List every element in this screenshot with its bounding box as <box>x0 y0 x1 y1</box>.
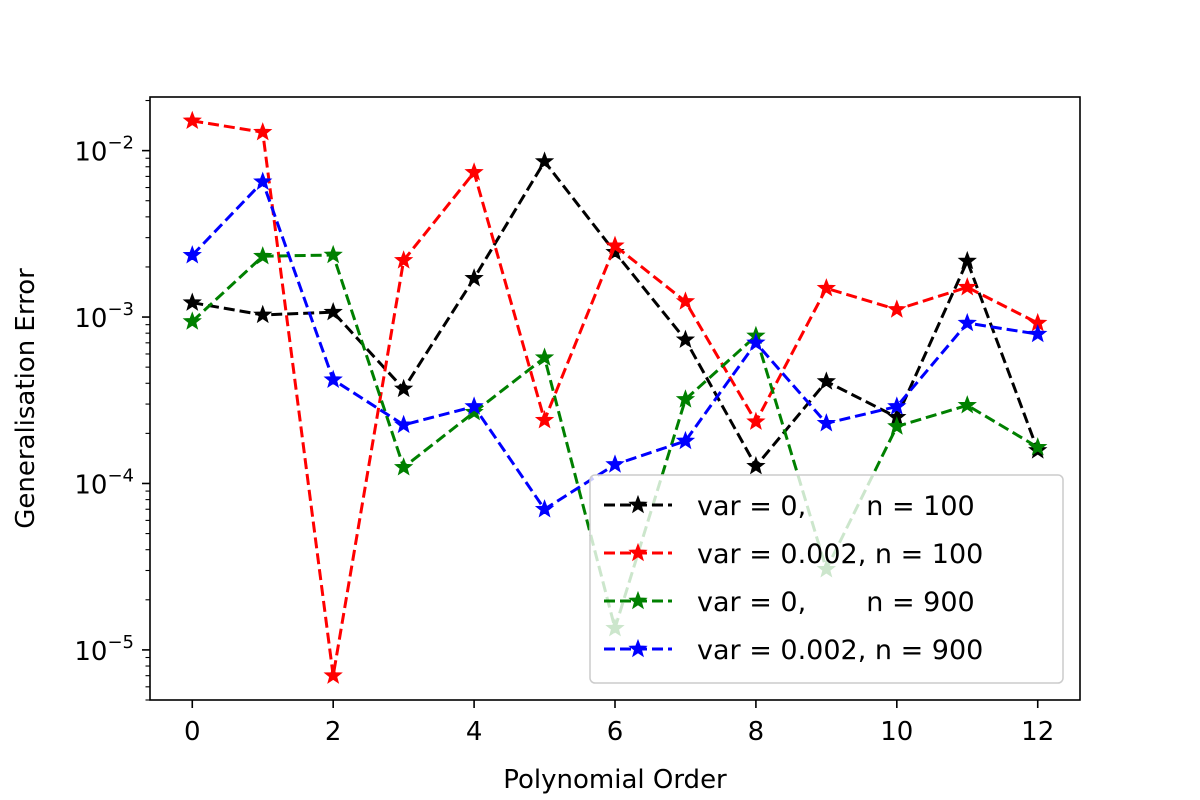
data-point-star <box>182 292 202 311</box>
data-point-star <box>182 245 202 264</box>
data-point-star <box>887 396 907 415</box>
data-point-star <box>323 665 343 684</box>
legend-entry-label: var = 0, n = 900 <box>697 587 975 618</box>
x-tick-label: 0 <box>184 717 201 747</box>
x-tick-label: 6 <box>607 717 624 747</box>
data-point-star <box>393 457 414 476</box>
data-point-star <box>534 151 555 170</box>
y-tick-exponent: −5 <box>107 632 134 653</box>
data-point-star <box>534 499 555 518</box>
y-tick-base: 10 <box>74 138 107 168</box>
plot-area-frame <box>149 96 1081 701</box>
y-tick-label: 10−4 <box>74 465 134 500</box>
data-point-star <box>957 250 977 270</box>
data-point-star <box>323 369 343 388</box>
legend-entry-label: var = 0, n = 100 <box>697 491 975 522</box>
data-point-star <box>887 299 907 318</box>
data-point-star <box>675 329 696 349</box>
data-point-star <box>253 304 273 324</box>
data-point-star <box>182 110 202 130</box>
legend-marker-star <box>628 638 648 658</box>
data-point-star <box>816 413 837 432</box>
data-point-star <box>675 430 696 450</box>
data-point-star <box>393 250 414 269</box>
y-tick-label: 10−5 <box>74 632 134 667</box>
data-point-star <box>746 332 766 352</box>
data-point-star <box>957 395 977 414</box>
data-point-star <box>464 162 484 181</box>
data-point-star <box>534 347 555 366</box>
data-point-star <box>675 389 696 408</box>
data-point-star <box>1028 323 1048 343</box>
legend: var = 0, n = 100 var = 0.002, n = 100 var … <box>589 474 1064 684</box>
y-tick-exponent: −2 <box>107 133 134 154</box>
x-axis-label: Polynomial Order <box>503 765 727 795</box>
legend-marker-star <box>628 494 648 514</box>
x-tick-label: 12 <box>1021 717 1054 747</box>
y-tick-exponent: −3 <box>107 299 134 320</box>
data-point-star <box>675 291 696 310</box>
data-point-star <box>1028 437 1048 456</box>
x-tick-label: 10 <box>880 717 913 747</box>
data-point-star <box>746 456 766 475</box>
legend-marker-star <box>628 542 648 562</box>
y-tick-exponent: −4 <box>107 465 134 486</box>
data-point-star <box>605 235 625 255</box>
data-point-star <box>746 411 766 430</box>
data-point-star <box>816 278 837 297</box>
legend-marker-star <box>628 590 648 610</box>
data-point-star <box>816 371 837 390</box>
data-point-star <box>957 312 977 332</box>
data-point-star <box>605 454 625 473</box>
y-tick-base: 10 <box>74 470 107 500</box>
legend-entry-label: var = 0.002, n = 900 <box>697 635 983 666</box>
data-point-star <box>464 402 484 421</box>
data-point-star <box>464 268 484 287</box>
y-axis-label: Generalisation Error <box>11 268 41 529</box>
x-tick-label: 4 <box>466 717 483 747</box>
y-tick-base: 10 <box>74 637 107 667</box>
data-point-star <box>887 416 907 435</box>
data-point-star <box>323 244 343 264</box>
data-point-star <box>253 171 273 190</box>
legend-entry-label: var = 0.002, n = 100 <box>697 539 983 570</box>
data-point-star <box>182 311 202 330</box>
data-point-star <box>957 277 977 296</box>
x-tick-label: 2 <box>325 717 342 747</box>
y-tick-label: 10−2 <box>74 133 134 168</box>
y-tick-label: 10−3 <box>74 299 134 334</box>
y-tick-base: 10 <box>74 304 107 334</box>
data-point-star <box>393 414 414 434</box>
data-point-star <box>534 410 555 429</box>
data-point-star <box>253 246 273 265</box>
data-point-star <box>323 302 343 321</box>
data-point-star <box>464 396 484 415</box>
data-point-star <box>253 122 273 141</box>
x-tick-label: 8 <box>748 717 765 747</box>
legend-box <box>589 474 1064 684</box>
data-point-star <box>393 378 414 398</box>
